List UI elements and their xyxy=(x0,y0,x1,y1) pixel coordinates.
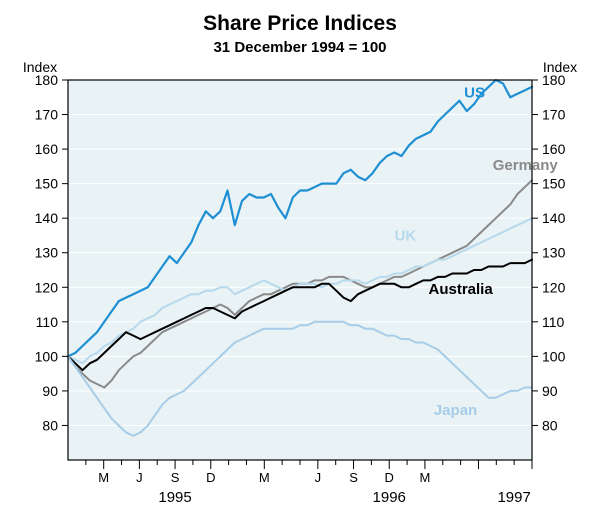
ytick-label-left: 120 xyxy=(35,279,59,295)
xtick-label: M xyxy=(420,470,431,485)
chart-container: 80 80 90 90 100 100 110 110 120 120 130 130 140 140 15… xyxy=(0,0,600,523)
y-axis-label-left: Index xyxy=(23,59,57,75)
ytick-label-right: 100 xyxy=(542,348,566,364)
ytick-label-left: 90 xyxy=(42,383,58,399)
chart-title: Share Price Indices xyxy=(203,12,397,35)
xtick-label: J xyxy=(136,470,143,485)
ytick-label-right: 130 xyxy=(542,245,566,261)
year-label: 1995 xyxy=(158,489,191,506)
series-label-us: US xyxy=(464,84,485,101)
ytick-label-left: 140 xyxy=(35,210,59,226)
xtick-label: S xyxy=(349,470,358,485)
ytick-label-right: 80 xyxy=(542,417,558,433)
year-label: 1997 xyxy=(497,489,530,506)
ytick-label-right: 150 xyxy=(542,176,566,192)
ytick-label-right: 170 xyxy=(542,107,566,123)
xtick-label: J xyxy=(315,470,322,485)
chart-subtitle: 31 December 1994 = 100 xyxy=(213,39,386,56)
ytick-label-left: 100 xyxy=(35,348,59,364)
series-label-germany: Germany xyxy=(493,157,559,174)
ytick-label-right: 110 xyxy=(542,314,565,330)
ytick-label-left: 130 xyxy=(35,245,59,261)
ytick-label-right: 160 xyxy=(542,141,566,157)
xtick-label: S xyxy=(171,470,180,485)
ytick-label-left: 80 xyxy=(42,417,58,433)
ytick-label-right: 140 xyxy=(542,210,566,226)
ytick-label-left: 170 xyxy=(35,107,59,123)
series-label-australia: Australia xyxy=(428,281,493,298)
ytick-label-left: 150 xyxy=(35,176,59,192)
xtick-label: D xyxy=(206,470,215,485)
xtick-label: D xyxy=(385,470,394,485)
ytick-label-left: 160 xyxy=(35,141,59,157)
series-label-uk: UK xyxy=(395,228,417,245)
xtick-label: M xyxy=(259,470,270,485)
ytick-label-right: 90 xyxy=(542,383,558,399)
year-label: 1996 xyxy=(373,489,406,506)
ytick-label-right: 120 xyxy=(542,279,566,295)
ytick-label-left: 110 xyxy=(36,314,59,330)
series-label-japan: Japan xyxy=(434,402,477,419)
y-axis-label-right: Index xyxy=(543,59,577,75)
chart-svg: 80 80 90 90 100 100 110 110 120 120 130 130 140 140 15… xyxy=(0,0,600,523)
xtick-label: M xyxy=(98,470,109,485)
